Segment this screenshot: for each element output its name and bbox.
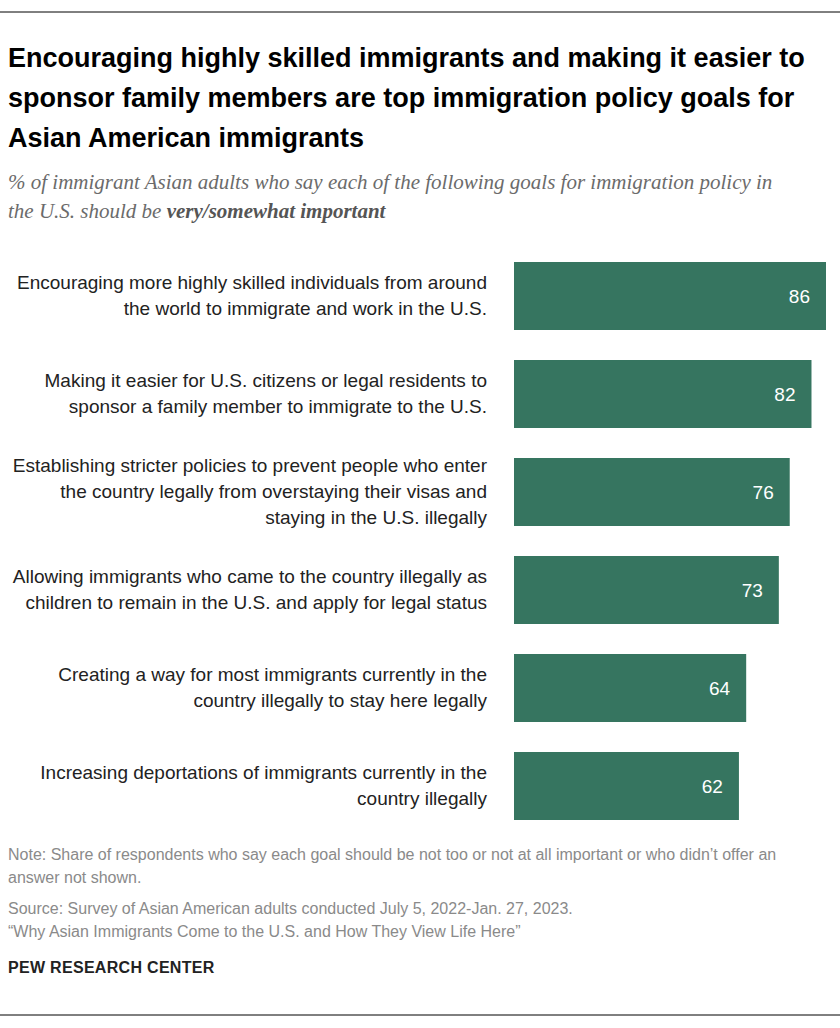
data-labels: 86 82 76 73 64 62	[702, 286, 810, 797]
credit: PEW RESEARCH CENTER	[8, 959, 215, 977]
bars	[514, 262, 826, 820]
category-label: Encouraging more highly skilled individu…	[6, 247, 487, 345]
data-label: 82	[774, 384, 795, 405]
top-rule	[0, 12, 840, 13]
data-label: 62	[702, 776, 723, 797]
subtitle: % of immigrant Asian adults who say each…	[8, 168, 798, 226]
data-label: 64	[709, 678, 731, 699]
source: Source: Survey of Asian American adults …	[8, 897, 573, 920]
category-label: Increasing deportations of immigrants cu…	[6, 737, 487, 835]
bar	[514, 262, 826, 330]
bar	[514, 556, 779, 624]
bottom-rule	[0, 1015, 840, 1016]
data-label: 73	[742, 580, 763, 601]
data-label: 86	[789, 286, 810, 307]
bar	[514, 654, 746, 722]
subtitle-text: % of immigrant Asian adults who say each…	[8, 170, 772, 223]
category-label: Allowing immigrants who came to the coun…	[6, 541, 487, 639]
bar	[514, 752, 739, 820]
subtitle-emphasis: very/somewhat important	[167, 199, 386, 223]
title: Encouraging highly skilled immigrants an…	[8, 38, 838, 158]
source: “Why Asian Immigrants Come to the U.S. a…	[8, 920, 521, 943]
note: Note: Share of respondents who say each …	[8, 843, 828, 889]
bar	[514, 360, 811, 428]
bar	[514, 458, 790, 526]
category-label: Creating a way for most immigrants curre…	[6, 639, 487, 737]
data-label: 76	[753, 482, 774, 503]
category-label: Establishing stricter policies to preven…	[6, 443, 487, 541]
category-label: Making it easier for U.S. citizens or le…	[6, 345, 487, 443]
